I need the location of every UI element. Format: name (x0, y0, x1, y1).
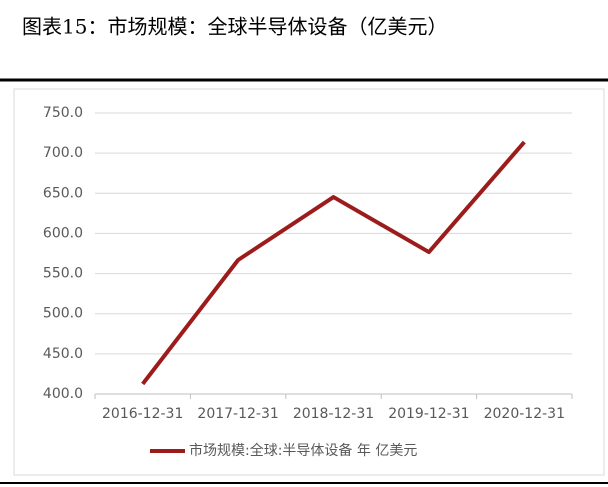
y-tick-label: 700.0 (43, 145, 83, 161)
y-tick-label: 400.0 (43, 386, 83, 402)
chart-title: 图表15：市场规模：全球半导体设备（亿美元） (22, 15, 447, 39)
x-tick-label: 2019-12-31 (388, 406, 469, 422)
y-tick-label: 500.0 (43, 306, 83, 322)
x-tick-label: 2018-12-31 (293, 406, 374, 422)
y-tick-label: 450.0 (43, 346, 83, 362)
data-line (141, 140, 526, 386)
y-tick-label: 600.0 (43, 225, 83, 241)
chart-frame (13, 88, 605, 476)
y-tick-label: 550.0 (43, 266, 83, 282)
y-tick-label: 650.0 (43, 185, 83, 201)
legend-label: 市场规模:全球:半导体设备 年 亿美元 (189, 442, 417, 459)
y-tick-label: 750.0 (43, 105, 83, 121)
x-tick-label: 2020-12-31 (484, 406, 565, 422)
x-tick-label: 2016-12-31 (102, 406, 183, 422)
x-tick-label: 2017-12-31 (197, 406, 278, 422)
